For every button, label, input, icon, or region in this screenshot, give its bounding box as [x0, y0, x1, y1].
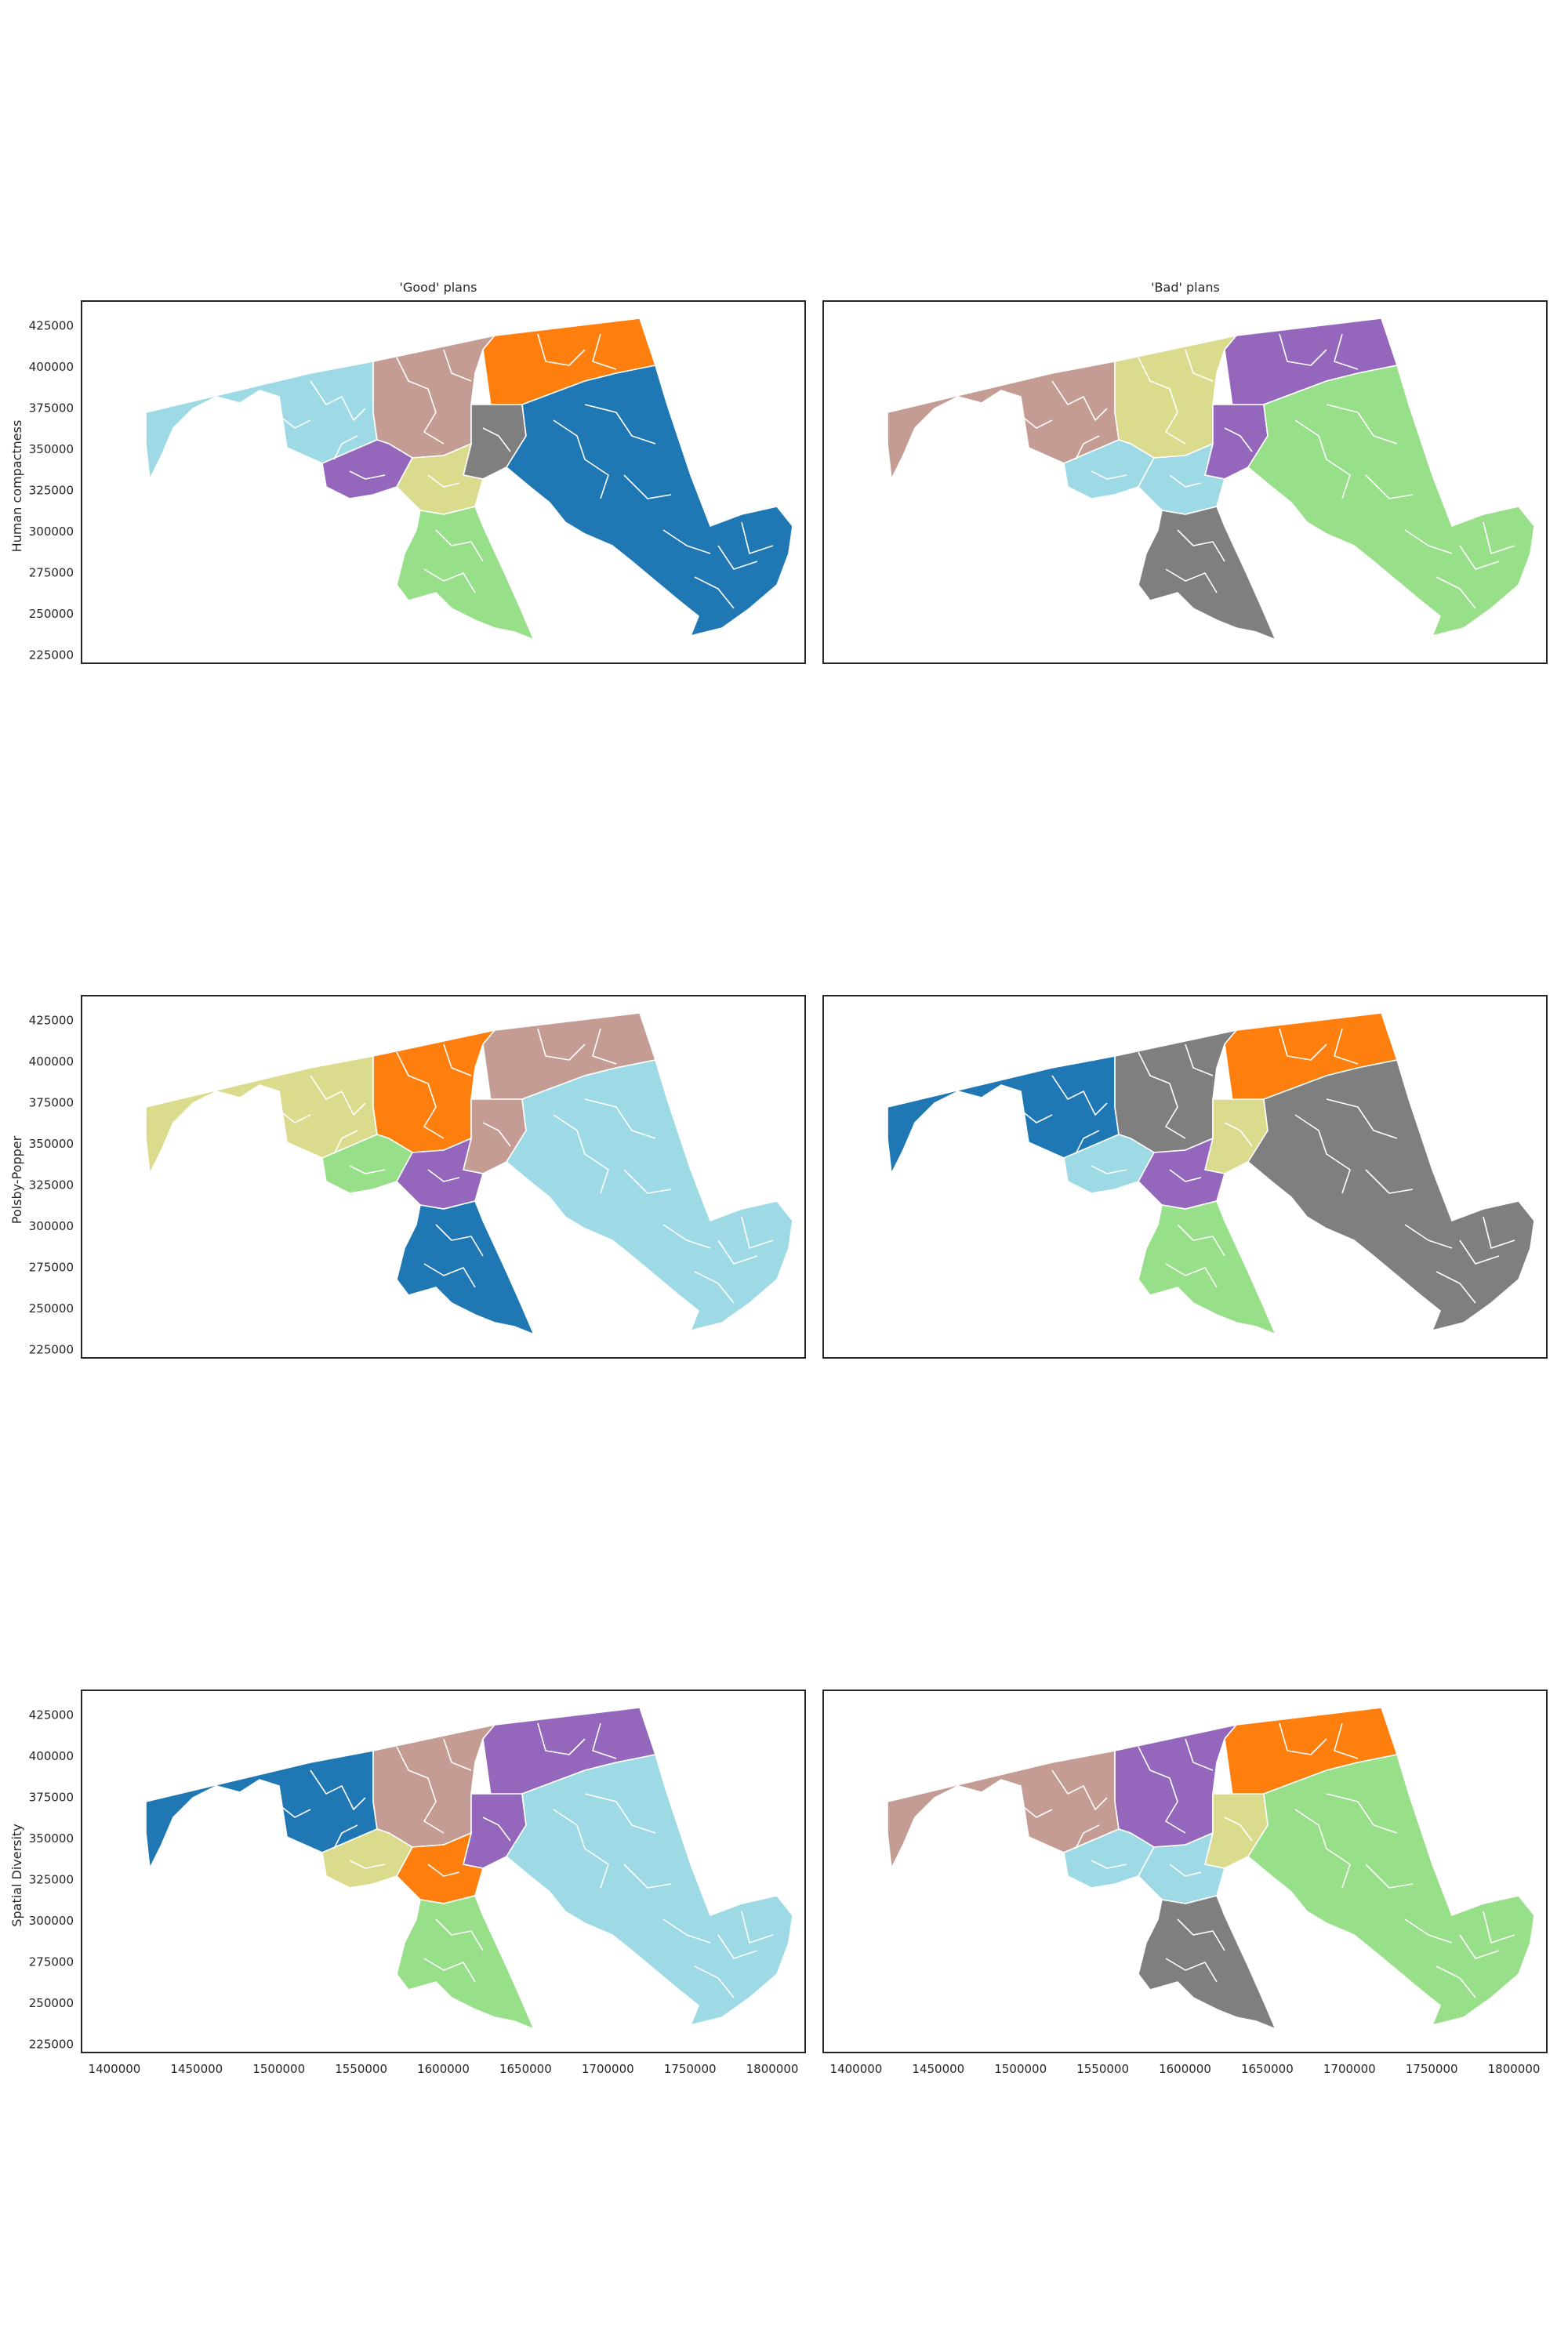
axes-frame — [81, 300, 806, 664]
district-eastern-shore — [506, 1754, 793, 2026]
x-tick-label: 1800000 — [746, 2062, 799, 2076]
district-map — [145, 1707, 793, 2030]
x-tick-label: 1600000 — [1159, 2062, 1211, 2076]
row-label-polsby-popper: Polsby-Popper — [9, 1135, 24, 1224]
x-tick-label: 1450000 — [912, 2062, 964, 2076]
row-label-human-compactness: Human compactness — [9, 420, 24, 553]
axes-frame — [822, 1690, 1548, 2053]
y-tick-label: 275000 — [29, 1955, 74, 1969]
y-tick-label: 300000 — [29, 1914, 74, 1928]
y-tick-label: 350000 — [29, 442, 74, 456]
y-tick-label: 325000 — [29, 1873, 74, 1887]
district-map — [145, 1012, 793, 1335]
district-southern — [1138, 506, 1276, 641]
district-southern — [1138, 1895, 1276, 2030]
y-tick-label: 225000 — [29, 2038, 74, 2052]
y-tick-label: 325000 — [29, 1178, 74, 1192]
x-tick-label: 1700000 — [582, 2062, 634, 2076]
district-eastern-shore — [1247, 1059, 1535, 1331]
x-tick-label: 1700000 — [1323, 2062, 1376, 2076]
y-tick-label: 350000 — [29, 1831, 74, 1846]
district-southern — [396, 1895, 535, 2030]
y-tick-label: 375000 — [29, 1096, 74, 1110]
map-panel — [822, 300, 1548, 664]
x-tick-label: 1550000 — [1076, 2062, 1129, 2076]
map-panels: 225000 250000 275000 300000 325000 350000 3750… — [29, 300, 1548, 2076]
x-tick-label: 1500000 — [994, 2062, 1047, 2076]
x-tick-label: 1400000 — [89, 2062, 141, 2076]
y-tick-label: 300000 — [29, 1219, 74, 1233]
map-panel: 1400000 1450000 1500000 1550000 1600000 16500… — [822, 1690, 1548, 2076]
map-panel — [822, 995, 1548, 1359]
x-tick-label: 1800000 — [1488, 2062, 1541, 2076]
district-southern — [396, 1200, 535, 1335]
y-tick-label: 425000 — [29, 1708, 74, 1722]
x-tick-label: 1650000 — [499, 2062, 552, 2076]
axes-frame — [822, 995, 1548, 1359]
axes-frame — [81, 1690, 806, 2053]
district-eastern-shore — [506, 365, 793, 637]
y-tick-label: 400000 — [29, 1749, 74, 1763]
y-tick-label: 300000 — [29, 524, 74, 539]
row-label-spatial-diversity: Spatial Diversity — [9, 1824, 24, 1926]
y-tick-label: 250000 — [29, 1996, 74, 2010]
x-tick-label: 1750000 — [1406, 2062, 1458, 2076]
district-map — [145, 318, 793, 641]
x-tick-label: 1550000 — [335, 2062, 387, 2076]
y-tick-label: 350000 — [29, 1137, 74, 1151]
y-tick-label: 375000 — [29, 1791, 74, 1805]
y-tick-label: 250000 — [29, 607, 74, 621]
district-eastern-shore — [506, 1059, 793, 1331]
column-title-bad: 'Bad' plans — [1151, 280, 1220, 295]
y-tick-label: 375000 — [29, 401, 74, 416]
x-tick-label: 1500000 — [252, 2062, 305, 2076]
y-tick-label: 425000 — [29, 319, 74, 333]
axes-frame — [81, 995, 806, 1359]
y-tick-label: 225000 — [29, 1343, 74, 1357]
district-map — [887, 1707, 1535, 2030]
x-tick-label: 1750000 — [664, 2062, 717, 2076]
column-title-good: 'Good' plans — [400, 280, 477, 295]
y-tick-label: 400000 — [29, 360, 74, 374]
x-tick-label: 1400000 — [830, 2062, 883, 2076]
x-tick-label: 1650000 — [1241, 2062, 1294, 2076]
district-southern — [396, 506, 535, 641]
map-panel: 225000 250000 275000 300000 325000 350000 3750… — [29, 300, 806, 664]
y-tick-label: 425000 — [29, 1014, 74, 1028]
x-tick-label: 1600000 — [417, 2062, 470, 2076]
district-map — [887, 318, 1535, 641]
y-tick-label: 225000 — [29, 648, 74, 662]
district-eastern-shore — [1247, 365, 1535, 637]
y-tick-label: 275000 — [29, 566, 74, 580]
y-tick-label: 400000 — [29, 1054, 74, 1069]
x-tick-label: 1450000 — [170, 2062, 223, 2076]
map-panel: 225000 250000 275000 300000 325000 350000 3750… — [29, 995, 806, 1359]
axes-frame — [822, 300, 1548, 664]
map-panel: 225000 250000 275000 300000 325000 350000 3750… — [29, 1690, 806, 2076]
y-tick-label: 250000 — [29, 1301, 74, 1316]
y-tick-label: 275000 — [29, 1261, 74, 1275]
y-tick-label: 325000 — [29, 484, 74, 498]
district-southern — [1138, 1200, 1276, 1335]
district-map — [887, 1012, 1535, 1335]
district-eastern-shore — [1247, 1754, 1535, 2026]
